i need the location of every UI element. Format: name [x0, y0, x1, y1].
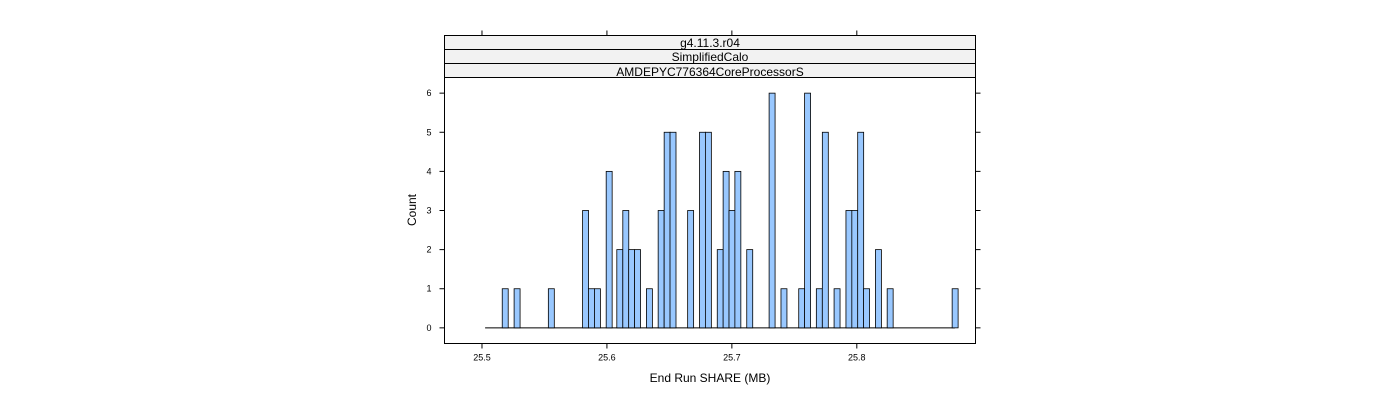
bar-34 [875, 249, 882, 329]
bar-21 [734, 170, 742, 329]
bar-7 [616, 249, 624, 329]
bar-24 [780, 288, 788, 329]
bar-28 [821, 131, 829, 329]
strip-2: SimplifiedCalo [444, 49, 976, 64]
strip-3: AMDEPYC776364CoreProcessorS [444, 63, 976, 79]
y-axis-left: 0 1 2 3 4 5 6 [426, 88, 445, 333]
strip-3-label: AMDEPYC776364CoreProcessorS [616, 65, 803, 79]
bar-25 [798, 288, 806, 329]
x-tick-label-3: 25.8 [848, 353, 866, 363]
bar-22 [746, 249, 754, 329]
bar-6 [605, 170, 613, 329]
y-axis-label: Count [405, 193, 419, 226]
x-tick-label-1: 25.6 [598, 353, 616, 363]
strip-2-label: SimplifiedCalo [672, 50, 749, 64]
y-tick-label-4: 4 [426, 166, 431, 176]
bar-13 [663, 131, 671, 329]
bar-23 [768, 92, 776, 329]
bar-31 [851, 210, 859, 329]
y-tick-label-2: 2 [426, 245, 431, 255]
bar-27 [815, 288, 823, 329]
bar-29 [833, 288, 841, 329]
bar-19 [722, 170, 730, 329]
top-x-ticks [481, 30, 858, 36]
bar-26 [804, 92, 811, 329]
bar-30 [845, 210, 853, 329]
bar-0 [501, 288, 509, 329]
x-axis: 25.5 25.6 25.7 25.8 [473, 343, 866, 363]
bar-5 [594, 288, 601, 329]
x-tick-label-0: 25.5 [473, 353, 491, 363]
bar-17 [704, 131, 712, 329]
bar-4 [588, 288, 595, 329]
bar-15 [687, 210, 695, 329]
bar-9 [628, 249, 636, 329]
y-tick-label-6: 6 [426, 88, 431, 98]
bar-14 [669, 131, 677, 329]
bar-18 [716, 249, 724, 329]
x-axis-label: End Run SHARE (MB) [650, 371, 771, 385]
bar-35 [886, 288, 894, 329]
bar-3 [582, 210, 589, 329]
y-tick-label-1: 1 [426, 284, 431, 294]
x-tick-label-2: 25.7 [723, 353, 741, 363]
bar-36 [951, 288, 959, 329]
y-tick-label-0: 0 [426, 323, 431, 333]
strip-1: g4.11.3.r04 [444, 35, 976, 50]
bar-10 [634, 249, 641, 329]
bar-1 [513, 288, 521, 329]
bar-12 [657, 210, 665, 329]
bar-33 [863, 288, 870, 329]
bar-32 [857, 131, 865, 329]
bar-16 [699, 131, 706, 329]
bars [485, 92, 959, 329]
bar-8 [622, 210, 630, 329]
strip-1-label: g4.11.3.r04 [680, 36, 740, 50]
y-tick-label-3: 3 [426, 206, 431, 216]
y-axis-right [975, 92, 981, 329]
y-tick-label-5: 5 [426, 127, 431, 137]
bar-2 [547, 288, 555, 329]
bar-11 [646, 288, 653, 329]
bar-20 [728, 210, 736, 329]
